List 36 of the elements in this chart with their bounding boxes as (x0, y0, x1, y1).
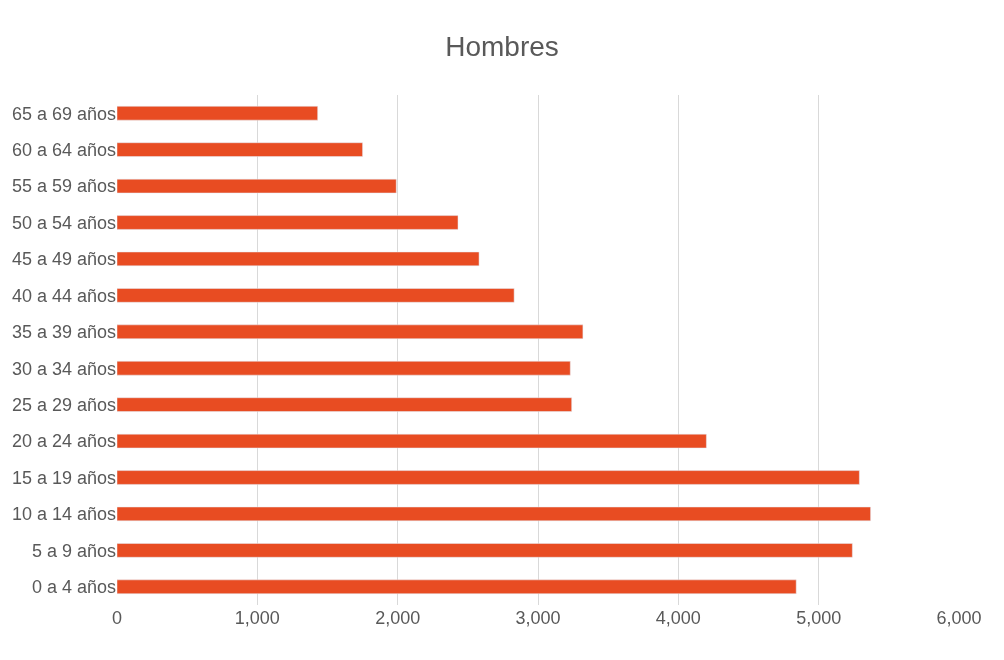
x-tick-label: 0 (111, 608, 123, 628)
y-tick-label: 25 a 29 años (11, 394, 116, 415)
bar (117, 324, 584, 339)
y-tick-label: 45 a 49 años (11, 249, 116, 270)
bar (117, 106, 318, 121)
y-tick-label: 20 a 24 años (11, 431, 116, 452)
x-tick-label: 5,000 (796, 608, 842, 628)
chart-title: Hombres (445, 31, 559, 62)
bar (117, 288, 515, 303)
y-tick-label: 15 a 19 años (11, 467, 116, 488)
x-tick-label: 6,000 (936, 608, 982, 628)
bar (117, 543, 853, 558)
bar (117, 361, 571, 376)
bar (117, 579, 797, 594)
bar (117, 178, 397, 194)
bar (117, 251, 480, 267)
y-tick-label: 60 a 64 años (11, 139, 116, 160)
bar (117, 142, 363, 157)
y-tick-label: 35 a 39 años (11, 322, 116, 343)
x-tick-label: 3,000 (515, 608, 561, 628)
bar (117, 470, 860, 485)
bar (117, 397, 572, 412)
y-tick-label: 50 a 54 años (11, 212, 116, 233)
x-tick-label: 1,000 (234, 608, 280, 628)
y-tick-label: 65 a 69 años (11, 103, 116, 124)
y-tick-label: 0 a 4 años (31, 577, 116, 598)
x-tick-label: 2,000 (375, 608, 421, 628)
bar (117, 215, 459, 230)
bar (117, 433, 707, 449)
y-tick-label: 5 a 9 años (31, 540, 116, 561)
x-tick-label: 4,000 (655, 608, 701, 628)
y-tick-label: 10 a 14 años (11, 504, 116, 525)
y-tick-label: 30 a 34 años (11, 358, 116, 379)
y-tick-label: 55 a 59 años (11, 176, 116, 197)
y-tick-label: 40 a 44 años (11, 285, 116, 306)
bar (117, 506, 871, 522)
